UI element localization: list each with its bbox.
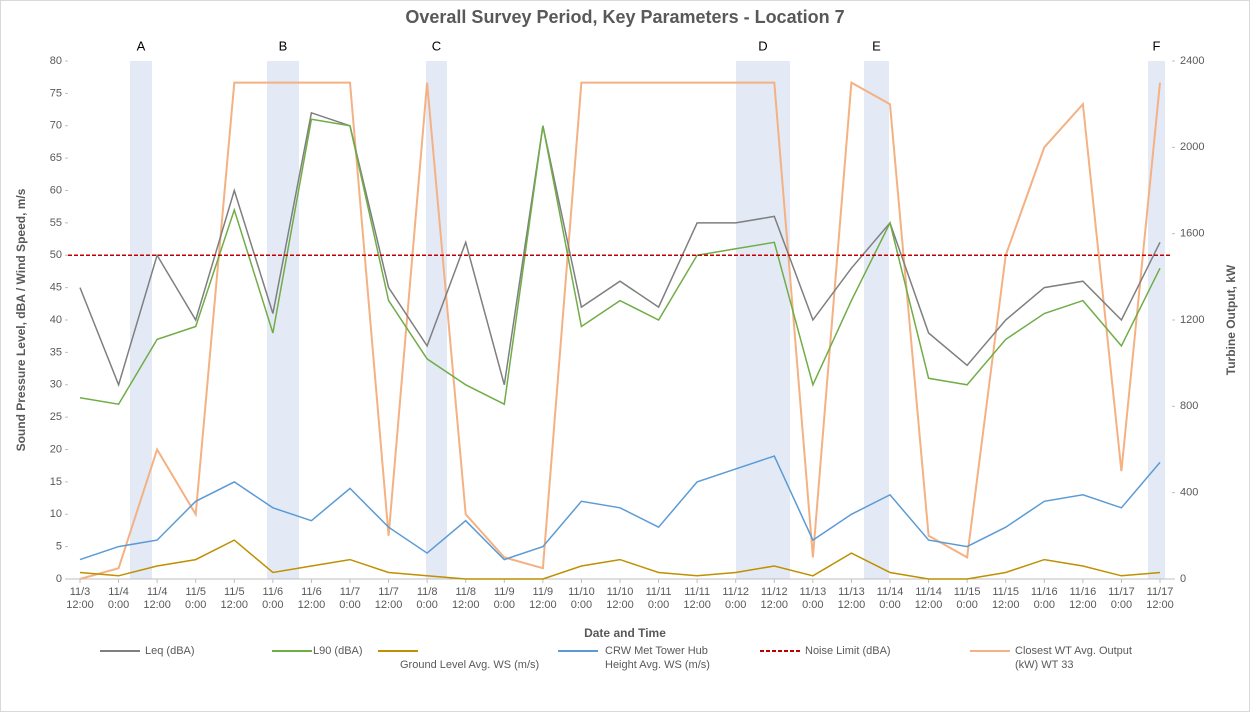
y-tick-label: 70 bbox=[50, 120, 62, 132]
y-tick-label: 0 bbox=[56, 573, 62, 585]
highlight-band bbox=[1148, 61, 1165, 579]
x-tick-label: 11/12 12:00 bbox=[760, 586, 789, 611]
x-tick-label: 11/8 12:00 bbox=[451, 586, 480, 611]
annotation-label: F bbox=[1153, 38, 1161, 53]
x-tick-label: 11/3 12:00 bbox=[66, 586, 94, 611]
x-axis-title: Date and Time bbox=[584, 626, 666, 640]
y-tick-label: 30 bbox=[50, 379, 62, 391]
series-line bbox=[79, 80, 1161, 580]
x-tick-label: 11/17 0:00 bbox=[1108, 586, 1135, 611]
y2-tick-label: 1600 bbox=[1180, 228, 1204, 240]
chart-title: Overall Survey Period, Key Parameters - … bbox=[405, 7, 844, 27]
x-tick-label: 11/16 0:00 bbox=[1030, 586, 1058, 611]
legend-label: CRW Met Tower Hub Height Avg. WS (m/s) bbox=[605, 645, 710, 671]
y-tick-label: 10 bbox=[50, 508, 62, 520]
y-tick-label: 35 bbox=[50, 346, 62, 358]
x-tick-label: 11/6 0:00 bbox=[262, 586, 284, 611]
y2-axis-title: Turbine Output, kW bbox=[1224, 264, 1238, 375]
y-axis-title: Sound Pressure Level, dBA / Wind Speed, … bbox=[14, 188, 28, 451]
series-line bbox=[79, 118, 1161, 406]
x-tick-label: 11/5 0:00 bbox=[184, 586, 207, 611]
series-line bbox=[79, 111, 1161, 388]
x-tick-label: 11/4 12:00 bbox=[143, 586, 171, 611]
y2-tick-label: 1200 bbox=[1180, 314, 1204, 326]
legend-label: Closest WT Avg. Output (kW) WT 33 bbox=[1015, 645, 1132, 671]
x-tick-label: 11/12 0:00 bbox=[722, 586, 750, 611]
y-tick-label: 80 bbox=[50, 55, 62, 67]
legend-label: L90 (dBA) bbox=[313, 645, 363, 657]
highlight-band bbox=[736, 61, 790, 579]
x-tick-label: 11/13 12:00 bbox=[837, 586, 866, 611]
x-tick-label: 11/14 12:00 bbox=[914, 586, 943, 611]
x-tick-label: 11/17 12:00 bbox=[1146, 586, 1174, 611]
y-tick-label: 65 bbox=[50, 152, 62, 164]
x-tick-label: 11/13 0:00 bbox=[799, 586, 827, 611]
annotation-label: C bbox=[432, 38, 441, 53]
x-tick-label: 11/15 12:00 bbox=[991, 586, 1020, 611]
legend-label: Noise Limit (dBA) bbox=[805, 645, 891, 657]
y2-tick-label: 400 bbox=[1180, 487, 1198, 499]
highlight-band bbox=[864, 61, 889, 579]
y-tick-label: 20 bbox=[50, 443, 62, 455]
annotation-label: A bbox=[137, 38, 146, 53]
series-line bbox=[79, 455, 1161, 561]
y-tick-label: 45 bbox=[50, 282, 62, 294]
legend-label: Ground Level Avg. WS (m/s) bbox=[400, 659, 540, 671]
y-tick-label: 15 bbox=[50, 476, 62, 488]
y-tick-label: 25 bbox=[50, 411, 62, 423]
y2-tick-label: 2000 bbox=[1180, 141, 1204, 153]
annotation-label: B bbox=[279, 38, 288, 53]
y-tick-label: 55 bbox=[50, 217, 62, 229]
x-tick-label: 11/7 0:00 bbox=[339, 586, 361, 611]
y2-tick-label: 0 bbox=[1180, 573, 1186, 585]
x-tick-label: 11/16 12:00 bbox=[1069, 586, 1097, 611]
y2-tick-label: 800 bbox=[1180, 400, 1198, 412]
series-line bbox=[79, 539, 1161, 580]
y-tick-label: 75 bbox=[50, 87, 62, 99]
x-tick-label: 11/15 0:00 bbox=[953, 586, 981, 611]
y-tick-label: 40 bbox=[50, 314, 62, 326]
x-tick-label: 11/10 12:00 bbox=[606, 586, 634, 611]
annotation-label: E bbox=[872, 38, 881, 53]
y2-tick-label: 2400 bbox=[1180, 55, 1204, 67]
x-tick-label: 11/5 12:00 bbox=[220, 586, 249, 611]
legend-label: Leq (dBA) bbox=[145, 645, 195, 657]
y-tick-label: 5 bbox=[56, 541, 62, 553]
highlight-band bbox=[130, 61, 152, 579]
x-tick-label: 11/9 12:00 bbox=[529, 586, 557, 611]
annotation-label: D bbox=[758, 38, 767, 53]
y-tick-label: 50 bbox=[50, 249, 62, 261]
x-tick-label: 11/9 0:00 bbox=[493, 586, 515, 611]
x-tick-label: 11/10 0:00 bbox=[568, 586, 595, 611]
y-tick-label: 60 bbox=[50, 184, 62, 196]
x-tick-label: 11/6 12:00 bbox=[297, 586, 326, 611]
x-tick-label: 11/4 0:00 bbox=[107, 586, 130, 611]
x-tick-label: 11/11 0:00 bbox=[645, 586, 672, 611]
highlight-band bbox=[267, 61, 299, 579]
x-tick-label: 11/8 0:00 bbox=[416, 586, 438, 611]
x-tick-label: 11/14 0:00 bbox=[876, 586, 904, 611]
x-tick-label: 11/7 12:00 bbox=[374, 586, 403, 611]
x-tick-label: 11/11 12:00 bbox=[683, 586, 711, 611]
